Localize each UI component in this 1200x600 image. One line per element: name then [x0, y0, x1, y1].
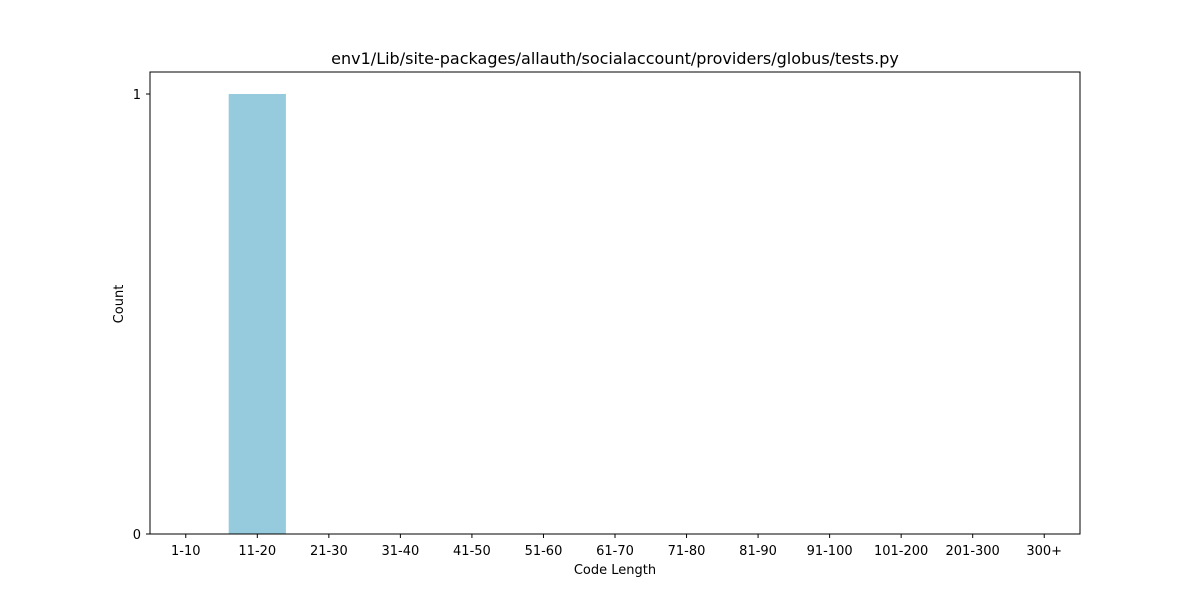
x-tick-label-61-70: 61-70 — [596, 544, 634, 559]
y-axis-label: Count — [112, 285, 127, 324]
x-tick-label-71-80: 71-80 — [668, 544, 706, 559]
x-tick-label-21-30: 21-30 — [310, 544, 348, 559]
x-tick-label-81-90: 81-90 — [739, 544, 777, 559]
y-tick-label-1: 1 — [133, 88, 141, 103]
x-tick-label-31-40: 31-40 — [381, 544, 419, 559]
x-tick-label-101-200: 101-200 — [874, 544, 928, 559]
y-tick-label-0: 0 — [133, 528, 141, 543]
chart-title: env1/Lib/site-packages/allauth/socialacc… — [331, 49, 899, 68]
x-axis-label: Code Length — [574, 563, 656, 578]
x-tick-label-11-20: 11-20 — [238, 544, 276, 559]
x-tick-label-41-50: 41-50 — [453, 544, 491, 559]
x-tick-label-201-300: 201-300 — [946, 544, 1000, 559]
x-tick-label-91-100: 91-100 — [807, 544, 853, 559]
plot-area: 1-10 11-20 21-30 31-40 41-50 51-60 61-70 71-80 8… — [133, 71, 1081, 559]
x-tick-label-1-10: 1-10 — [171, 544, 201, 559]
x-tick-label-51-60: 51-60 — [525, 544, 563, 559]
bar-11-20 — [228, 94, 286, 534]
x-tick-label-300+: 300+ — [1026, 544, 1062, 559]
